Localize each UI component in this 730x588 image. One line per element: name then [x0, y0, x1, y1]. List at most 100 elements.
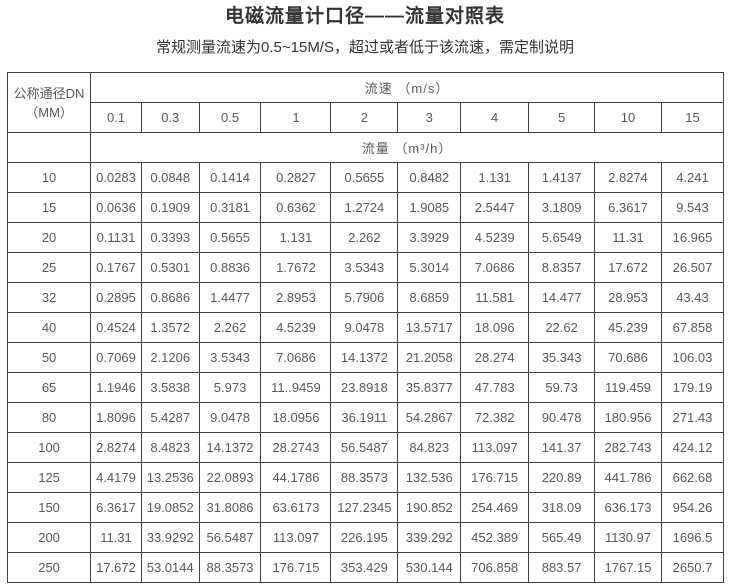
- table-row: 80 1.8096 5.4287 9.0478 18.0956 36.1911 54.286…: [8, 403, 724, 433]
- table-row: 50 0.7069 2.1206 3.5343 7.0686 14.1372 21.2058…: [8, 343, 724, 373]
- flow-value-cell: 14.1372: [331, 343, 399, 373]
- table-row: 200 11.31 33.9292 56.5487 113.097 226.195 339.…: [8, 523, 724, 553]
- flow-value-cell: 4.5239: [461, 223, 530, 253]
- flow-value-cell: 17.672: [595, 253, 662, 283]
- table-row: 65 1.1946 3.5838 5.973 11..9459 23.8918 35.837…: [8, 373, 724, 403]
- header-row-flow-band: 流量 （m³/h）: [8, 133, 724, 163]
- flow-value-cell: 47.783: [461, 373, 530, 403]
- flow-value-cell: 1.9085: [398, 193, 462, 223]
- flow-value-cell: 8.6859: [398, 283, 462, 313]
- flow-value-cell: 2650.7: [661, 553, 724, 583]
- dn-cell: 200: [8, 523, 92, 553]
- flow-value-cell: 339.292: [398, 523, 462, 553]
- flow-value-cell: 5.7906: [331, 283, 399, 313]
- flow-comparison-table: 公称通径DN （MM） 流速 （m/s） 0.1 0.3 0.5 1 2 3 4 5 10 15 …: [7, 72, 724, 583]
- table-row: 20 0.1131 0.3393 0.5655 1.131 2.262 3.3929 4.52…: [8, 223, 724, 253]
- flow-value-cell: 0.2827: [261, 163, 332, 193]
- flow-value-cell: 16.965: [661, 223, 724, 253]
- flow-value-cell: 318.09: [529, 493, 596, 523]
- flow-value-cell: 2.5447: [461, 193, 530, 223]
- flow-value-cell: 54.2867: [398, 403, 462, 433]
- table-row: 25 0.1767 0.5301 0.8836 1.7672 3.5343 5.3014 7.…: [8, 253, 724, 283]
- flow-value-cell: 1.131: [261, 223, 332, 253]
- flow-value-cell: 0.0848: [141, 163, 200, 193]
- flow-value-cell: 43.43: [661, 283, 724, 313]
- dn-cell: 40: [8, 313, 92, 343]
- flow-value-cell: 56.5487: [331, 433, 399, 463]
- flow-value-cell: 2.262: [331, 223, 399, 253]
- flow-value-cell: 67.858: [661, 313, 724, 343]
- flow-value-cell: 14.477: [529, 283, 596, 313]
- flow-value-cell: 2.8274: [91, 433, 142, 463]
- flow-value-cell: 127.2345: [331, 493, 399, 523]
- table-row: 250 17.672 53.0144 88.3573 176.715 353.429 530…: [8, 553, 724, 583]
- flow-value-cell: 2.8274: [595, 163, 662, 193]
- flow-value-cell: 0.8686: [141, 283, 200, 313]
- flow-value-cell: 0.1131: [91, 223, 142, 253]
- flow-value-cell: 0.5655: [331, 163, 399, 193]
- flow-value-cell: 1.4477: [199, 283, 262, 313]
- flow-value-cell: 0.5301: [141, 253, 200, 283]
- table-row: 150 6.3617 19.0852 31.8086 63.6173 127.2345 19…: [8, 493, 724, 523]
- velocity-value-cell: 2: [331, 103, 399, 133]
- flow-value-cell: 28.953: [595, 283, 662, 313]
- flow-value-cell: 31.8086: [199, 493, 262, 523]
- flow-value-cell: 18.096: [461, 313, 530, 343]
- flow-value-cell: 0.7069: [91, 343, 142, 373]
- flow-value-cell: 35.343: [529, 343, 596, 373]
- flow-value-cell: 176.715: [461, 463, 530, 493]
- velocity-value-cell: 10: [595, 103, 662, 133]
- velocity-band-header: 流速 （m/s）: [91, 73, 724, 103]
- flow-value-cell: 254.469: [461, 493, 530, 523]
- flow-value-cell: 22.62: [529, 313, 596, 343]
- flow-value-cell: 33.9292: [141, 523, 200, 553]
- header-row-velocity-values: 0.1 0.3 0.5 1 2 3 4 5 10 15: [8, 103, 724, 133]
- flow-value-cell: 9.543: [661, 193, 724, 223]
- dn-cell: 250: [8, 553, 92, 583]
- flow-value-cell: 0.0283: [91, 163, 142, 193]
- velocity-value-cell: 4: [461, 103, 530, 133]
- flow-value-cell: 11.31: [595, 223, 662, 253]
- flow-value-cell: 4.4179: [91, 463, 142, 493]
- dn-cell: 32: [8, 283, 92, 313]
- flow-value-cell: 0.1909: [141, 193, 200, 223]
- flow-value-cell: 1.3572: [141, 313, 200, 343]
- velocity-value-cell: 3: [398, 103, 462, 133]
- flow-value-cell: 2.1206: [141, 343, 200, 373]
- dn-cell: 150: [8, 493, 92, 523]
- flow-value-cell: 19.0852: [141, 493, 200, 523]
- flow-value-cell: 6.3617: [595, 193, 662, 223]
- flow-value-cell: 636.173: [595, 493, 662, 523]
- flow-value-cell: 176.715: [261, 553, 332, 583]
- flow-value-cell: 84.823: [398, 433, 462, 463]
- flow-value-cell: 21.2058: [398, 343, 462, 373]
- flow-value-cell: 1767.15: [595, 553, 662, 583]
- flow-value-cell: 0.1414: [199, 163, 262, 193]
- flow-value-cell: 1.7672: [261, 253, 332, 283]
- flow-value-cell: 282.743: [595, 433, 662, 463]
- table-row: 40 0.4524 1.3572 2.262 4.5239 9.0478 13.5717 18…: [8, 313, 724, 343]
- flow-value-cell: 26.507: [661, 253, 724, 283]
- dn-cell: 25: [8, 253, 92, 283]
- flow-value-cell: 179.19: [661, 373, 724, 403]
- flow-value-cell: 2.8953: [261, 283, 332, 313]
- flow-value-cell: 7.0686: [461, 253, 530, 283]
- dn-cell: 65: [8, 373, 92, 403]
- flow-value-cell: 4.241: [661, 163, 724, 193]
- flow-value-cell: 530.144: [398, 553, 462, 583]
- flow-value-cell: 88.3573: [199, 553, 262, 583]
- velocity-value-cell: 15: [661, 103, 724, 133]
- table-data-body: 10 0.0283 0.0848 0.1414 0.2827 0.5655 0.8482 1.…: [8, 163, 724, 583]
- flow-value-cell: 8.4823: [141, 433, 200, 463]
- corner-header-dn: 公称通径DN （MM）: [8, 73, 92, 133]
- flow-value-cell: 9.0478: [331, 313, 399, 343]
- flow-value-cell: 883.57: [529, 553, 596, 583]
- flow-value-cell: 113.097: [461, 433, 530, 463]
- flow-value-cell: 1.131: [461, 163, 530, 193]
- dn-cell: 100: [8, 433, 92, 463]
- flow-value-cell: 662.68: [661, 463, 724, 493]
- flow-value-cell: 954.26: [661, 493, 724, 523]
- flow-value-cell: 90.478: [529, 403, 596, 433]
- flow-value-cell: 119.459: [595, 373, 662, 403]
- flow-value-cell: 0.4524: [91, 313, 142, 343]
